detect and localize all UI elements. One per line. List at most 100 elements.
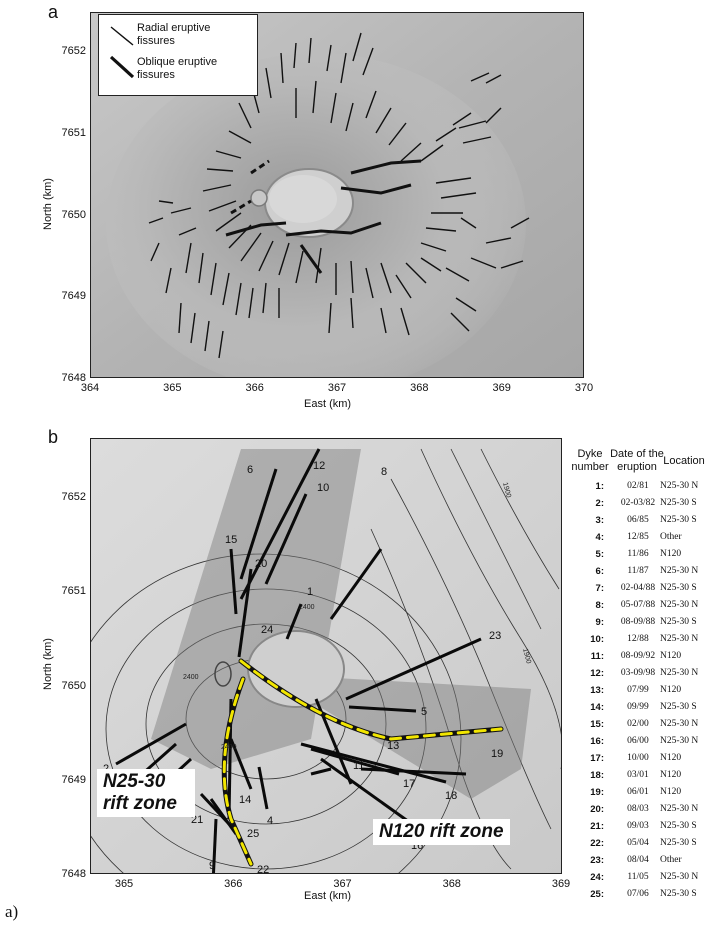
rift-label-n120: N120 rift zone — [373, 819, 510, 845]
rift-label-n25-30: N25-30 rift zone — [97, 769, 195, 817]
panel-b-svg: 2400 2400 2400 1900 1900 1 2 3 4 5 6 7 8… — [91, 439, 561, 874]
panel-b-y-tick-label: 7650 — [61, 679, 86, 692]
eruption-date-cell: 07/06 — [627, 889, 649, 899]
contour-label: 2400 — [299, 604, 315, 611]
legend-symbols — [109, 26, 135, 79]
dyke-number-cell: 9: — [595, 617, 604, 628]
table-row: 2: 02-03/82 N25-30 S — [574, 498, 710, 515]
eruption-date-cell: 08/03 — [627, 804, 649, 814]
panel-a-ylabel: North (km) — [42, 178, 54, 230]
table-row: 3: 06/85 N25-30 S — [574, 515, 710, 532]
panel-a-map — [90, 12, 584, 378]
dyke-number-cell: 24: — [590, 872, 604, 883]
panel-b-x-tick-label: 366 — [224, 878, 243, 890]
header-dyke-number: Dyke number — [571, 448, 609, 473]
panel-a-y-tick-label: 7652 — [61, 45, 86, 57]
table-row: 4: 12/85 Other — [574, 532, 710, 549]
table-row: 15: 02/00 N25-30 N — [574, 719, 710, 736]
table-row: 10: 12/88 N25-30 N — [574, 634, 710, 651]
panel-b-x-tick-label: 367 — [333, 878, 352, 890]
eruption-date-cell: 05-07/88 — [620, 600, 656, 610]
table-row: 23: 08/04 Other — [574, 855, 710, 872]
panel-a-letter: a — [48, 2, 59, 22]
dyke-label-22: 22 — [257, 864, 269, 874]
dyke-label-15: 15 — [225, 534, 237, 546]
location-cell: N25-30 N — [660, 736, 699, 746]
location-cell: N25-30 N — [660, 804, 699, 814]
eruption-date-cell: 08-09/92 — [620, 651, 656, 661]
header-location: Location — [663, 455, 705, 467]
panel-b-y-tick-label: 7652 — [61, 491, 86, 503]
table-row: 24: 11/05 N25-30 N — [574, 872, 710, 889]
contour-label: 2400 — [183, 674, 199, 681]
table-row: 18: 03/01 N120 — [574, 770, 710, 787]
dyke-number-cell: 8: — [595, 600, 604, 611]
panel-a-x-tick-label: 365 — [163, 382, 182, 394]
location-cell: N25-30 N — [660, 872, 699, 882]
yellow-fracture-lines — [221, 658, 504, 867]
panel-a-xlabel: East (km) — [304, 398, 352, 410]
panel-a-y-tick-label: 7651 — [61, 126, 86, 139]
location-cell: N25-30 S — [660, 702, 697, 712]
eruption-date-cell: 06/85 — [627, 515, 649, 525]
dyke-number-cell: 22: — [590, 838, 604, 849]
dyke-number-cell: 2: — [595, 498, 604, 509]
table-row: 6: 11/87 N25-30 N — [574, 566, 710, 583]
eruption-date-cell: 07/99 — [627, 685, 649, 695]
eruption-date-cell: 05/04 — [627, 838, 649, 848]
panel-a-y-tick-label: 7648 — [61, 372, 86, 384]
dyke-number-cell: 14: — [590, 702, 604, 713]
location-cell: N25-30 N — [660, 719, 699, 729]
dyke-label-24: 24 — [261, 624, 273, 636]
eruption-date-cell: 11/86 — [627, 549, 649, 559]
panel-a-y-tick-label: 7650 — [61, 208, 86, 221]
panel-a-legend: Radial eruptive fissures Oblique eruptiv… — [98, 14, 258, 96]
oblique-fissures — [225, 159, 422, 274]
panel-b-letter: b — [48, 427, 59, 447]
location-cell: N25-30 S — [660, 889, 697, 899]
dyke-label-12: 12 — [313, 460, 325, 472]
table-row: 1: 02/81 N25-30 N — [574, 481, 710, 498]
panel-a-x-tick-label: 366 — [245, 382, 264, 394]
eruption-date-cell: 03-09/98 — [620, 668, 656, 678]
dyke-label-9: 9 — [209, 860, 215, 872]
table-row: 9: 08-09/88 N25-30 S — [574, 617, 710, 634]
dyke-label-8: 8 — [381, 466, 387, 478]
contour-label: 1900 — [501, 482, 512, 499]
contour-label: 1900 — [521, 648, 532, 665]
location-cell: N25-30 N — [660, 600, 699, 610]
table-row: 22: 05/04 N25-30 S — [574, 838, 710, 855]
location-cell: N25-30 N — [660, 668, 699, 678]
header-eruption-date: Date of the eruption — [610, 448, 664, 473]
location-cell: N120 — [660, 685, 682, 695]
eruption-date-cell: 09/03 — [627, 821, 649, 831]
contour-lines — [91, 448, 561, 873]
table-row: 21: 09/03 N25-30 S — [574, 821, 710, 838]
eruption-date-cell: 06/00 — [627, 736, 649, 746]
eruption-date-cell: 11/05 — [627, 872, 649, 882]
panel-b-y-tick-label: 7649 — [61, 773, 86, 786]
eruption-date-cell: 12/85 — [627, 532, 649, 542]
location-cell: N25-30 N — [660, 634, 699, 644]
panel-a-y-tick-label: 7649 — [61, 290, 86, 303]
panel-b-xlabel: East (km) — [304, 890, 352, 902]
dyke-number-cell: 1: — [595, 481, 604, 492]
dyke-number-cell: 3: — [595, 515, 604, 526]
panel-b-y-tick-label: 7651 — [61, 585, 86, 598]
dyke-number-cell: 23: — [590, 855, 604, 866]
location-cell: N25-30 S — [660, 583, 697, 593]
dyke-label-6: 6 — [247, 464, 253, 476]
location-cell: N120 — [660, 753, 682, 763]
dyke-label-10: 10 — [317, 482, 329, 494]
location-cell: N120 — [660, 549, 682, 559]
legend-oblique-label: Oblique eruptive fissures — [137, 56, 218, 81]
dyke-number-cell: 21: — [590, 821, 604, 832]
panel-a-x-tick-label: 364 — [80, 382, 100, 394]
panel-a-x-tick-label: 369 — [492, 382, 511, 394]
dyke-number-cell: 11: — [590, 651, 604, 662]
panel-a-svg — [91, 13, 583, 377]
table-row: 20: 08/03 N25-30 N — [574, 804, 710, 821]
eruption-date-cell: 02-04/88 — [620, 583, 656, 593]
dyke-number-cell: 16: — [590, 736, 604, 747]
eruption-date-cell: 08-09/88 — [620, 617, 656, 627]
